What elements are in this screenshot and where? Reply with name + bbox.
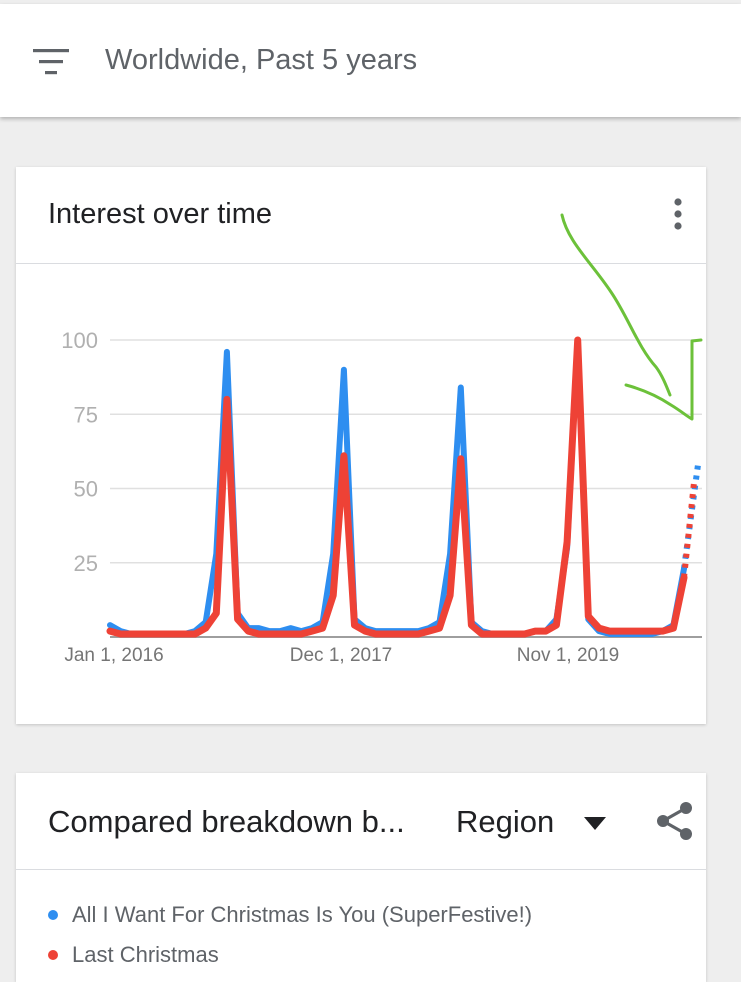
filter-summary[interactable]: Worldwide, Past 5 years <box>105 44 418 76</box>
compared-breakdown-card: Compared breakdown b... Region All I Wan… <box>16 773 706 982</box>
breakdown-title: Compared breakdown b... <box>48 804 405 839</box>
annotation-stroke <box>560 213 672 397</box>
top-strip <box>0 0 741 4</box>
filter-icon[interactable] <box>33 49 69 75</box>
series-line-2 <box>106 336 688 638</box>
legend-item-series1: All I Want For Christmas Is You (SuperFe… <box>48 902 532 928</box>
y-tick-label: 100 <box>61 328 98 353</box>
x-tick-label: Jan 1, 2016 <box>64 645 163 666</box>
interest-chart: 100 75 50 25 Jan 1, 2016 Dec 1, 2017 Nov 1, 20… <box>61 213 703 666</box>
x-tick-label: Dec 1, 2017 <box>290 645 392 666</box>
legend-dot-red <box>48 950 58 960</box>
card-divider <box>16 869 706 870</box>
share-icon[interactable] <box>654 800 694 842</box>
legend-dot-blue <box>48 910 58 920</box>
region-select[interactable]: Region <box>456 804 555 839</box>
legend-label: All I Want For Christmas Is You (SuperFe… <box>72 902 533 927</box>
y-tick-label: 75 <box>74 402 98 427</box>
card-title: Interest over time <box>48 198 273 230</box>
arrow-drop-down-icon[interactable] <box>584 817 606 831</box>
annotation-arrow <box>624 338 703 421</box>
y-tick-label: 50 <box>74 477 98 502</box>
interest-over-time-card: Interest over time 100 75 50 25 Jan 1, 2016 D… <box>16 167 706 724</box>
legend-label: Last Christmas <box>72 942 219 967</box>
series-line-1 <box>107 337 687 637</box>
filter-bar[interactable]: Worldwide, Past 5 years <box>0 4 741 117</box>
x-tick-label: Nov 1, 2019 <box>517 645 619 666</box>
more-vert-icon[interactable] <box>664 197 696 233</box>
card-divider <box>16 263 706 264</box>
legend-item-series2: Last Christmas <box>48 942 219 968</box>
y-tick-label: 25 <box>74 551 98 576</box>
